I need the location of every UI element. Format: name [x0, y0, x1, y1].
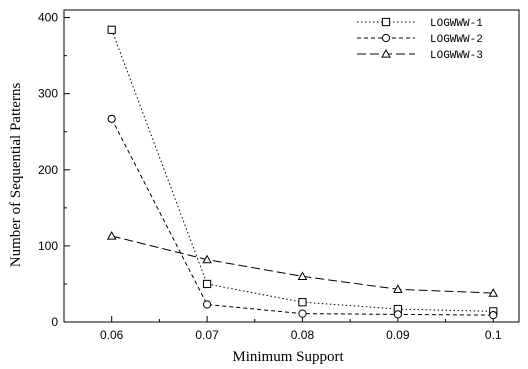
data-point-logwww-2 [393, 310, 402, 319]
data-point-logwww-1 [202, 279, 212, 289]
x-tick-label: 0.06 [100, 328, 124, 342]
data-point-logwww-2 [202, 300, 212, 309]
data-point-logwww-3 [202, 254, 212, 264]
legend-label: LOGWWW-1 [430, 18, 483, 30]
data-point-logwww-1 [107, 25, 116, 34]
data-point-logwww-2 [107, 114, 116, 123]
legend-marker [381, 49, 391, 58]
y-tick-label: 100 [38, 239, 58, 253]
series-line-logwww-3 [111, 235, 494, 294]
legend-marker [381, 33, 391, 43]
data-point-logwww-3 [106, 231, 117, 240]
legend-marker [381, 17, 391, 27]
data-point-logwww-3 [488, 288, 499, 297]
data-point-logwww-1 [298, 298, 307, 307]
series-line-logwww-2 [111, 118, 494, 316]
y-tick-label: 0 [51, 315, 58, 329]
legend: LOGWWW-1 LOGWWW-2 LOGWWW-3 [357, 17, 483, 62]
y-tick-label: 300 [38, 87, 58, 101]
data-point-logwww-2 [298, 309, 307, 318]
plot-area: 0 100 200 300 400 0.06 0.07 0.08 0.09 0.1 [38, 9, 520, 342]
plot-frame [63, 9, 520, 323]
data-point-logwww-2 [489, 311, 498, 320]
legend-label: LOGWWW-2 [430, 34, 483, 46]
data-point-logwww-3 [393, 284, 403, 293]
x-tick-label: 0.09 [386, 328, 410, 342]
x-tick-label: 0.07 [195, 328, 219, 342]
x-tick-label: 0.1 [485, 328, 502, 342]
series-line-logwww-1 [111, 29, 494, 312]
legend-label: LOGWWW-3 [430, 50, 483, 62]
y-tick-label: 400 [38, 11, 58, 25]
y-tick-label: 200 [38, 163, 58, 177]
data-point-logwww-3 [297, 271, 308, 281]
x-tick-label: 0.08 [291, 328, 315, 342]
x-axis-title: Minimum Support [232, 349, 344, 365]
y-axis-title: Number of Sequential Patterns [8, 83, 24, 268]
